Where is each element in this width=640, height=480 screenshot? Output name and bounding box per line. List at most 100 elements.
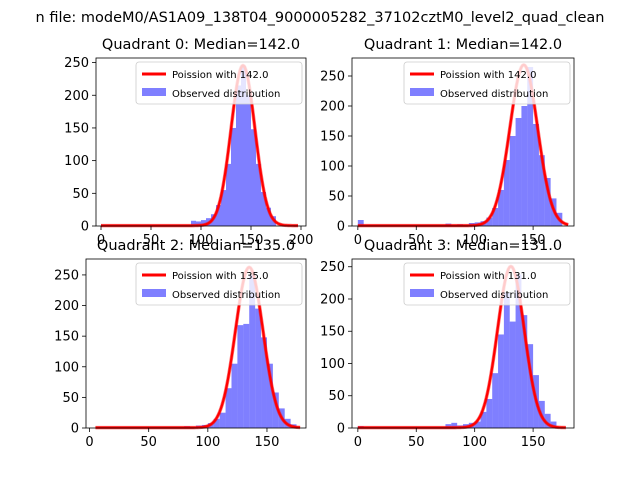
x-tick-label: 50	[143, 233, 160, 248]
axes-frame	[85, 258, 307, 429]
hist-bar	[225, 388, 232, 428]
x-tick-label: 100	[189, 233, 214, 248]
y-tick-label: 200	[320, 100, 345, 115]
y-tick-label: 250	[320, 260, 345, 275]
hist-bar	[256, 163, 261, 226]
x-tick-label: 100	[462, 435, 487, 450]
legend-bar-swatch	[410, 88, 434, 96]
x-tick-label: 0	[85, 435, 93, 450]
y-tick-label: 150	[320, 130, 345, 145]
hist-bar	[509, 321, 516, 428]
y-tick-label: 50	[328, 190, 345, 205]
hist-bar	[251, 129, 256, 226]
y-tick-label: 0	[337, 422, 345, 437]
hist-bar	[498, 334, 504, 428]
panel-title: Quadrant 0: Median=142.0	[102, 37, 300, 53]
x-tick-label: 200	[289, 233, 314, 248]
hist-bar	[492, 373, 499, 428]
legend-label-curve: Poission with 135.0	[172, 271, 268, 282]
chart-panels: Quadrant 0: Median=142.0 0 50 100 150 200 0 50 1…	[54, 37, 575, 450]
hist-bar	[261, 192, 266, 226]
hist-bar	[266, 363, 273, 428]
hist-bar	[266, 207, 271, 226]
y-tick-label: 50	[72, 187, 89, 202]
hist-bar	[492, 208, 499, 226]
hist-bar	[515, 118, 522, 226]
hist-bar	[237, 325, 244, 428]
y-tick-label: 100	[320, 357, 345, 372]
hist-bar	[533, 124, 539, 226]
hist-bar	[236, 85, 241, 226]
hist-bar	[241, 65, 246, 226]
hist-bar	[357, 220, 364, 226]
x-tick-label: 0	[97, 233, 105, 248]
x-tick-label: 0	[354, 435, 362, 450]
hist-bar	[515, 274, 522, 428]
y-tick-label: 0	[81, 220, 89, 235]
legend-box	[403, 262, 571, 306]
hist-bar	[221, 190, 226, 226]
chart-panel-1: Quadrant 1: Median=142.0 0 50 100 150 0 50 100 1…	[320, 37, 575, 248]
hist-bar	[538, 155, 545, 226]
legend-label-hist: Observed distribution	[440, 89, 548, 100]
x-tick-label: 100	[462, 233, 487, 248]
x-tick-label: 50	[140, 435, 157, 450]
legend-label-hist: Observed distribution	[172, 290, 280, 301]
x-tick-label: 150	[521, 233, 546, 248]
hist-bar	[521, 106, 528, 226]
y-tick-label: 100	[64, 154, 89, 169]
hist-bar	[249, 274, 256, 428]
hist-bar	[201, 220, 206, 226]
y-tick-label: 250	[54, 268, 79, 283]
hist-bar	[272, 392, 279, 428]
y-tick-label: 200	[54, 299, 79, 314]
hist-bar	[498, 190, 504, 226]
hist-bar	[480, 411, 487, 428]
hist-bar	[213, 418, 220, 428]
x-tick-label: 150	[521, 435, 546, 450]
legend-box	[135, 61, 303, 105]
hist-bar	[191, 220, 196, 226]
hist-bar	[246, 95, 251, 226]
chart-panel-3: Quadrant 3: Median=131.0 0 50 100 150 0 50 100 1…	[320, 238, 575, 450]
panel-title: Quadrant 2: Median=135.0	[97, 238, 295, 254]
legend-label-hist: Observed distribution	[172, 89, 280, 100]
hist-bar	[550, 421, 557, 428]
x-tick-label: 150	[239, 233, 264, 248]
legend-bar-swatch	[142, 289, 166, 297]
hist-bar	[503, 292, 510, 428]
x-tick-label: 150	[255, 435, 280, 450]
hist-bar	[451, 422, 458, 428]
legend-bar-swatch	[142, 88, 166, 96]
y-tick-label: 50	[62, 391, 79, 406]
y-tick-label: 200	[64, 89, 89, 104]
legend-box	[135, 262, 303, 306]
legend-label-hist: Observed distribution	[440, 290, 548, 301]
hist-bar	[474, 421, 481, 428]
hist-bar	[503, 160, 510, 226]
x-tick-label: 100	[195, 435, 220, 450]
y-tick-label: 150	[54, 330, 79, 345]
chart-panel-0: Quadrant 0: Median=142.0 0 50 100 150 200 0 50 1…	[64, 37, 313, 248]
axes-frame	[351, 57, 575, 227]
y-tick-label: 150	[320, 325, 345, 340]
y-tick-label: 200	[320, 292, 345, 307]
y-tick-label: 0	[337, 220, 345, 235]
hist-bar	[243, 323, 250, 428]
hist-bar	[521, 315, 528, 428]
y-tick-label: 250	[64, 56, 89, 71]
legend-bar-swatch	[410, 289, 434, 297]
axes-frame	[351, 258, 575, 429]
hist-bar	[219, 412, 226, 428]
y-tick-label: 100	[54, 360, 79, 375]
hist-bar	[261, 337, 267, 428]
hist-bar	[255, 308, 262, 428]
hist-bar	[216, 205, 221, 226]
hist-bar	[231, 363, 238, 428]
panel-title: Quadrant 3: Median=131.0	[364, 238, 562, 254]
y-tick-label: 0	[71, 422, 79, 437]
hist-bar	[544, 178, 551, 226]
hist-bar	[509, 136, 516, 226]
hist-bar	[486, 217, 493, 226]
hist-bar	[226, 163, 231, 226]
